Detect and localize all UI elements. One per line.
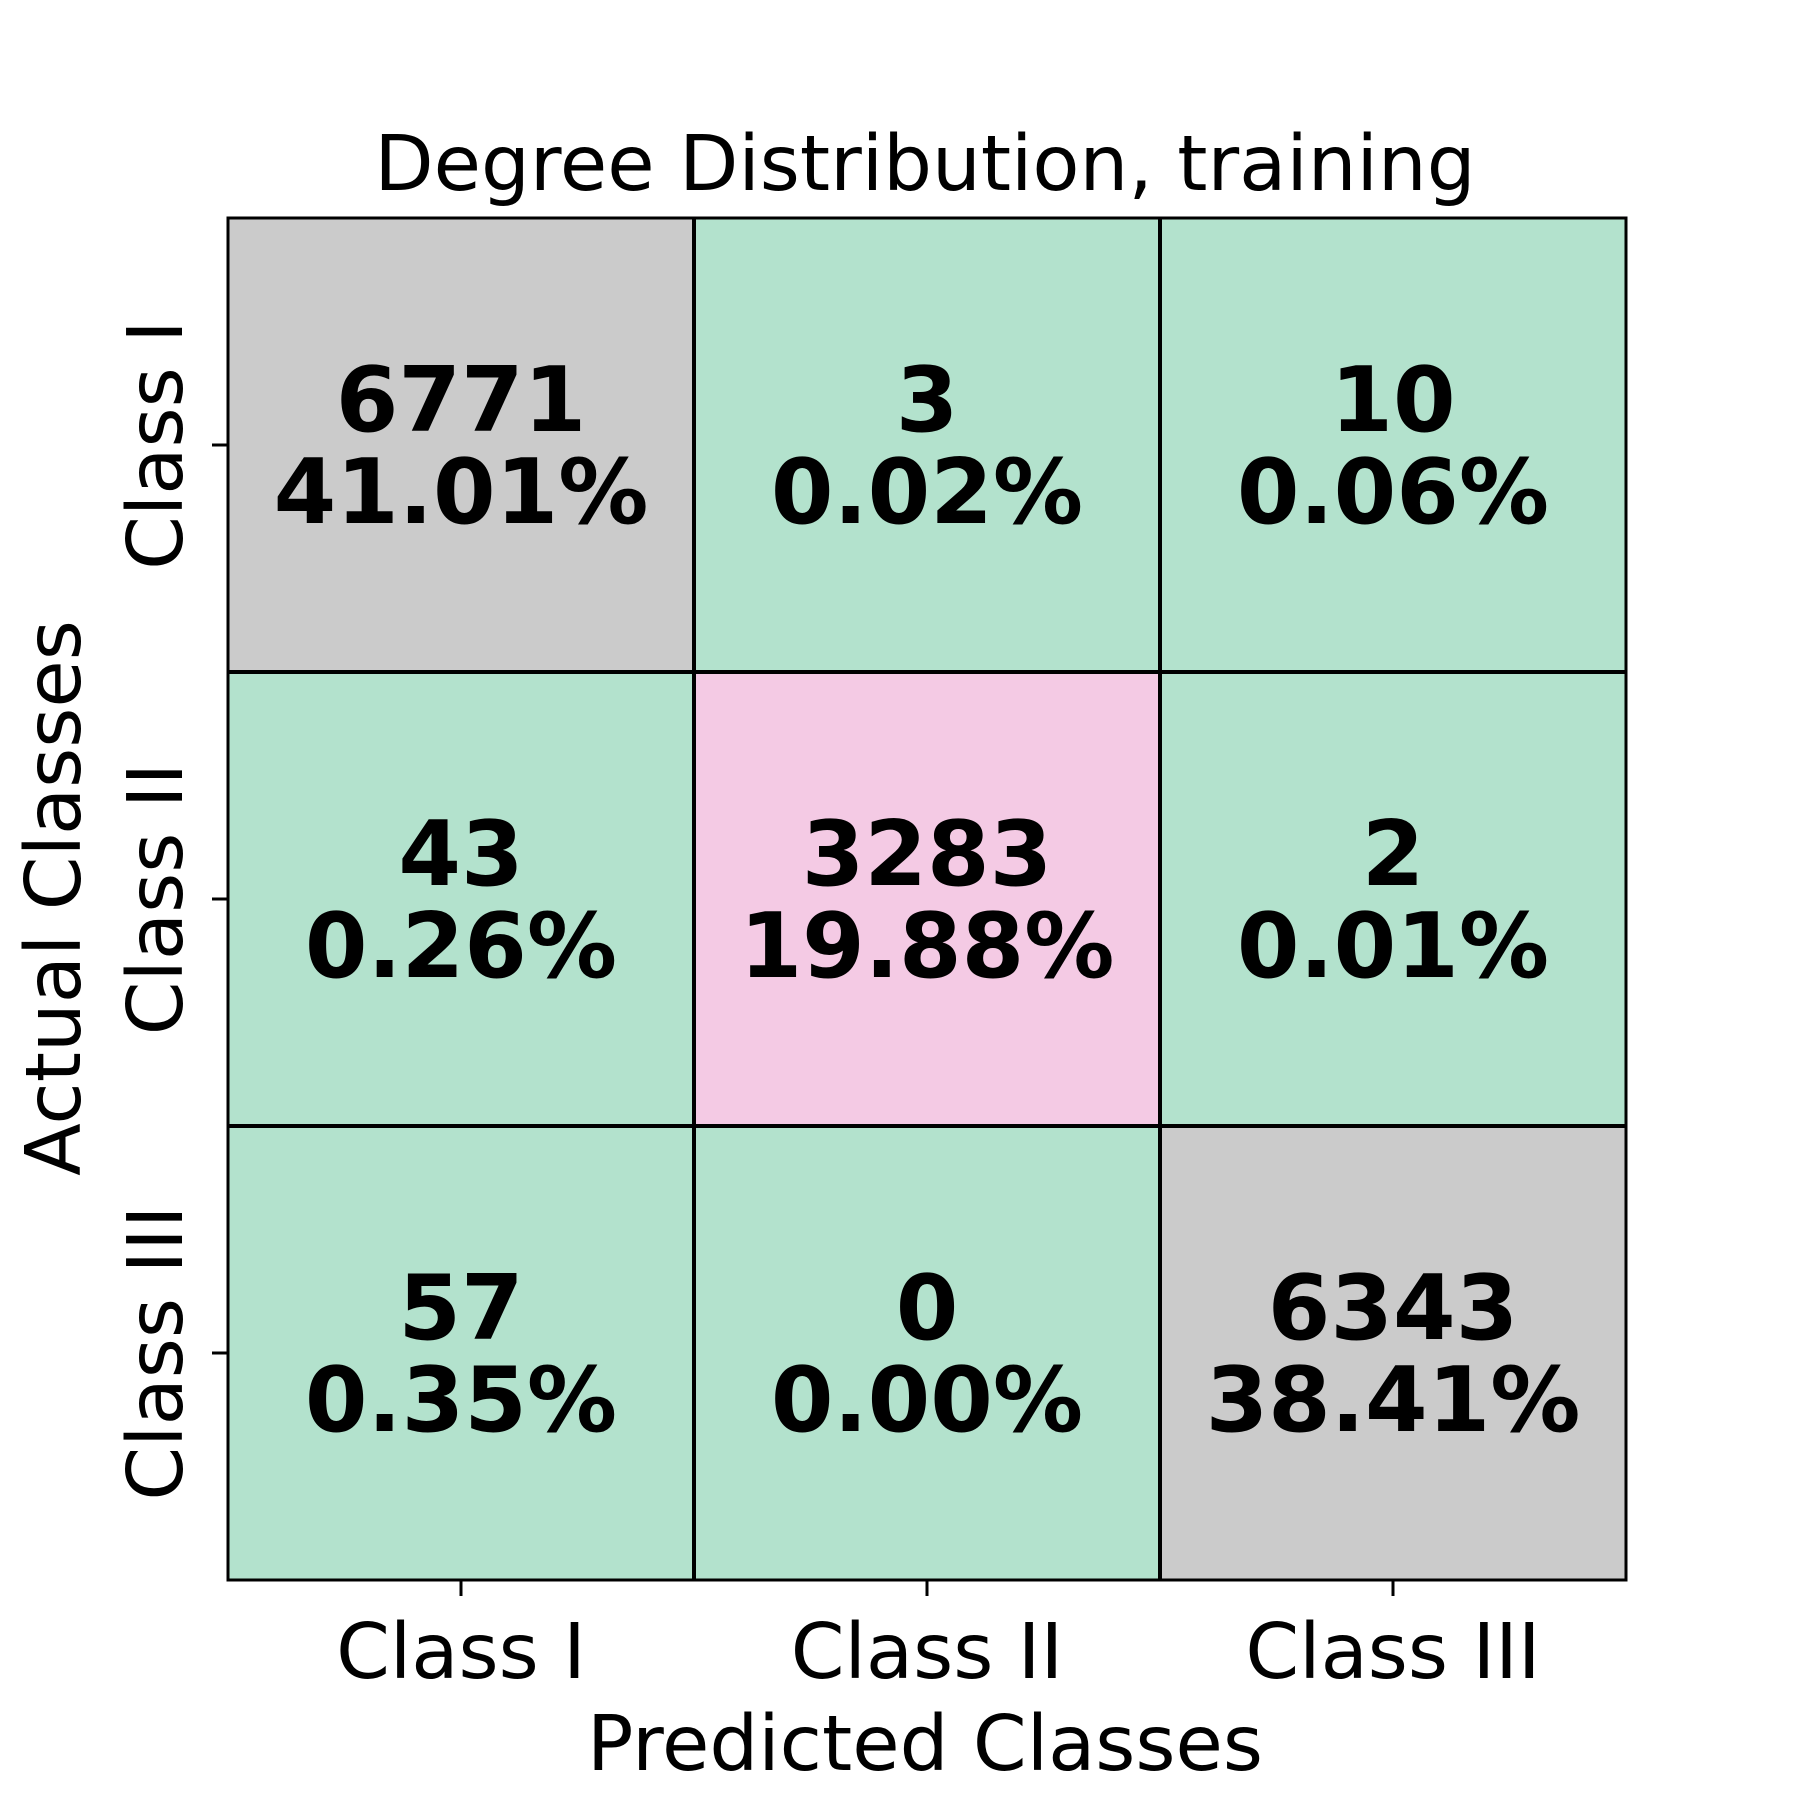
cell-fill [1160,218,1626,672]
heatmap-cell: 20.01% [1160,672,1626,1126]
heatmap-cell: 00.00% [694,1126,1160,1580]
y-tick-label: Class II [112,763,201,1035]
heatmap-cell: 30.02% [694,218,1160,672]
cell-percent-label: 0.06% [1237,440,1549,545]
cell-percent-label: 19.88% [740,894,1115,999]
cell-percent-label: 0.26% [305,894,617,999]
cell-fill [694,218,1160,672]
chart-title: Degree Distribution, training [374,120,1475,209]
cell-count-label: 3283 [802,802,1053,907]
heatmap-cell: 430.26% [228,672,694,1126]
y-tick-label: Class I [112,320,201,570]
y-axis-label: Actual Classes [10,620,99,1176]
y-tick-label: Class III [112,1205,201,1500]
grid-lines [228,218,1626,1580]
heatmap-cells: 677141.01%30.02%100.06%430.26%328319.88%… [228,218,1626,1580]
cell-fill [694,1126,1160,1580]
cell-fill [228,1126,694,1580]
heatmap-cell: 570.35% [228,1126,694,1580]
cell-percent-label: 0.01% [1237,894,1549,999]
cell-count-label: 10 [1330,348,1455,453]
y-axis-ticks: Class I Class II Class III [112,320,228,1501]
cell-fill [694,672,1160,1126]
x-tick-label: Class I [336,1608,586,1697]
x-tick-label: Class II [791,1608,1063,1697]
cell-fill [1160,1126,1626,1580]
cell-count-label: 57 [398,1256,523,1361]
x-tick-label: Class III [1245,1608,1540,1697]
cell-count-label: 43 [398,802,523,907]
cell-count-label: 6343 [1268,1256,1519,1361]
cell-count-label: 0 [896,1256,959,1361]
cell-count-label: 6771 [336,348,587,453]
cell-percent-label: 0.02% [771,440,1083,545]
heatmap-cell: 100.06% [1160,218,1626,672]
cell-percent-label: 38.41% [1206,1348,1581,1453]
cell-percent-label: 41.01% [274,440,649,545]
x-axis-label: Predicted Classes [587,1700,1263,1789]
cell-percent-label: 0.00% [771,1348,1083,1453]
cell-fill [228,218,694,672]
cell-fill [1160,672,1626,1126]
x-axis-ticks: Class I Class II Class III [336,1580,1541,1697]
cell-count-label: 3 [896,348,959,453]
cell-percent-label: 0.35% [305,1348,617,1453]
cell-count-label: 2 [1362,802,1425,907]
cell-fill [228,672,694,1126]
